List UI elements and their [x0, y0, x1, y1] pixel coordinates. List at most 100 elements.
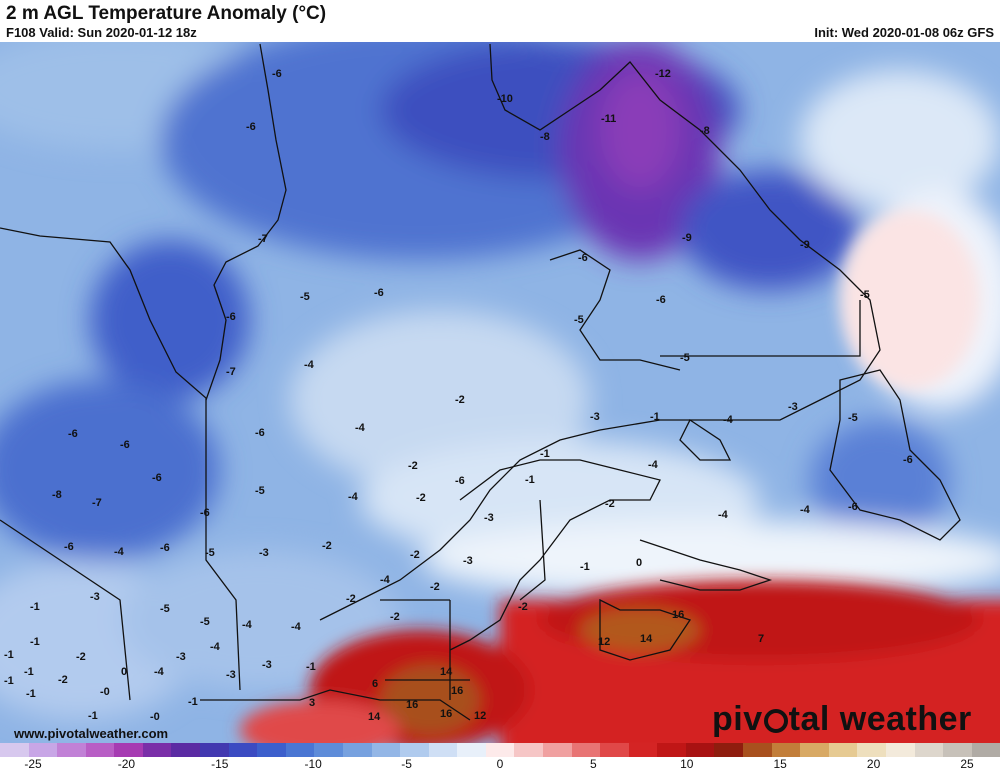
anomaly-value-label: -1: [30, 601, 40, 613]
anomaly-value-label: -5: [848, 412, 858, 424]
map-title: 2 m AGL Temperature Anomaly (°C): [6, 3, 327, 24]
colorbar-tick-label: -10: [304, 757, 322, 771]
colorbar-swatch: [457, 743, 486, 757]
anomaly-value-label: -4: [210, 641, 221, 653]
anomaly-value-label: -1: [540, 448, 550, 460]
anomaly-value-label: -4: [800, 504, 811, 516]
anomaly-value-label: -6: [848, 501, 858, 513]
colorbar-swatch: [371, 743, 401, 757]
colorbar-swatch: [142, 743, 172, 757]
anomaly-value-label: -5: [860, 289, 870, 301]
colorbar-swatch: [943, 743, 972, 757]
colorbar-tick-label: 10: [680, 757, 694, 771]
anomaly-value-label: -4: [648, 459, 659, 471]
anomaly-value-label: -7: [92, 497, 102, 509]
anomaly-value-label: -5: [255, 485, 265, 497]
colorbar-swatch: [771, 743, 801, 757]
anomaly-value-label: -4: [114, 546, 125, 558]
anomaly-value-label: 14: [640, 633, 653, 645]
colorbar-swatch: [971, 743, 1000, 757]
coastlines: [0, 43, 961, 721]
colorbar-ticks: -25 -20 -15 -10 -5 0 5 10 15 20 25: [0, 757, 1000, 773]
anomaly-value-label: 16: [451, 685, 463, 697]
anomaly-value-label: -7: [226, 366, 236, 378]
anomaly-value-label: -1: [4, 675, 14, 687]
anomaly-value-label: -4: [355, 422, 366, 434]
anomaly-value-label: -3: [176, 651, 186, 663]
anomaly-value-label: -9: [800, 239, 810, 251]
colorbar-swatch: [743, 743, 772, 757]
colorbar-swatch: [628, 743, 658, 757]
source-url: www.pivotalweather.com: [14, 726, 169, 741]
anomaly-value-label: -4: [291, 621, 302, 633]
anomaly-value-label: -2: [518, 601, 528, 613]
anomaly-value-label: -6: [68, 428, 78, 440]
anomaly-value-label: 12: [474, 710, 486, 722]
brand-logo: piv tal weather: [712, 700, 972, 739]
anomaly-value-label: 16: [440, 708, 452, 720]
colorbar: [0, 743, 1000, 757]
colorbar-swatch: [485, 743, 515, 757]
colorbar-tick-label: 25: [960, 757, 974, 771]
anomaly-value-label: -4: [348, 491, 359, 503]
colorbar-swatch: [571, 743, 601, 757]
anomaly-value-label: 16: [406, 699, 418, 711]
colorbar-swatch: [85, 743, 115, 757]
anomaly-value-label: -6: [272, 68, 282, 80]
anomaly-value-label: -2: [58, 674, 68, 686]
header-bar: 2 m AGL Temperature Anomaly (°C) F108 Va…: [0, 0, 1000, 42]
anomaly-value-label: -3: [226, 669, 236, 681]
colorbar-swatch: [514, 743, 543, 757]
anomaly-value-label: -3: [259, 547, 269, 559]
anomaly-value-label: -1: [525, 474, 535, 486]
anomaly-value-label: 7: [758, 633, 764, 645]
anomaly-value-label: -5: [680, 352, 690, 364]
anomaly-value-label: -0: [100, 686, 110, 698]
anomaly-value-label: -1: [24, 666, 34, 678]
anomaly-value-label: 3: [309, 697, 315, 709]
anomaly-value-label: -5: [160, 603, 170, 615]
colorbar-swatch: [800, 743, 829, 757]
anomaly-value-label: -5: [300, 291, 310, 303]
brand-o-icon: [763, 709, 788, 733]
anomaly-value-label: -8: [700, 125, 710, 137]
colorbar-tick-label: 0: [496, 757, 504, 771]
anomaly-value-label: -4: [718, 509, 729, 521]
colorbar-tick-label: 5: [590, 757, 597, 771]
anomaly-value-label: -2: [605, 498, 615, 510]
colorbar-swatch: [400, 743, 429, 757]
anomaly-value-label: -4: [242, 619, 253, 631]
colorbar-swatch: [885, 743, 915, 757]
anomaly-value-label: -1: [4, 649, 14, 661]
anomaly-value-label: -1: [188, 696, 198, 708]
colorbar-swatch: [57, 743, 86, 757]
anomaly-value-label: -6: [578, 252, 588, 264]
anomaly-map[interactable]: -6-6-10-11-12-8-8-9-9-7-6-6-5 -6-6-5-5-5-…: [0, 42, 1000, 743]
anomaly-value-label: -3: [788, 401, 798, 413]
colorbar-swatch: [714, 743, 744, 757]
anomaly-value-label: -12: [655, 68, 671, 80]
anomaly-value-label: -2: [416, 492, 426, 504]
colorbar-swatch: [171, 743, 201, 757]
anomaly-value-label: -6: [246, 121, 256, 133]
colorbar-tick-label: -20: [117, 757, 136, 771]
colorbar-swatch: [342, 743, 372, 757]
anomaly-value-label: -5: [200, 616, 210, 628]
colorbar-swatch: [914, 743, 944, 757]
colorbar-tick-label: 20: [866, 757, 881, 771]
colorbar-swatch: [657, 743, 686, 757]
anomaly-value-label: -5: [205, 547, 215, 559]
brand-text-right: tal weather: [788, 700, 972, 738]
anomaly-value-label: -2: [455, 394, 465, 406]
init-time: Init: Wed 2020-01-08 06z GFS: [814, 25, 994, 40]
anomaly-value-label: 14: [368, 711, 381, 723]
colorbar-tick-label: -5: [401, 757, 412, 771]
colorbar-tick-label: 15: [773, 757, 787, 771]
anomaly-value-label: -1: [30, 636, 40, 648]
colorbar-swatch: [428, 743, 458, 757]
anomaly-value-label: -1: [580, 561, 590, 573]
anomaly-value-label: -6: [656, 294, 666, 306]
anomaly-value-label: -6: [160, 542, 170, 554]
anomaly-value-label: -7: [258, 233, 268, 245]
anomaly-fill: [0, 42, 1000, 720]
